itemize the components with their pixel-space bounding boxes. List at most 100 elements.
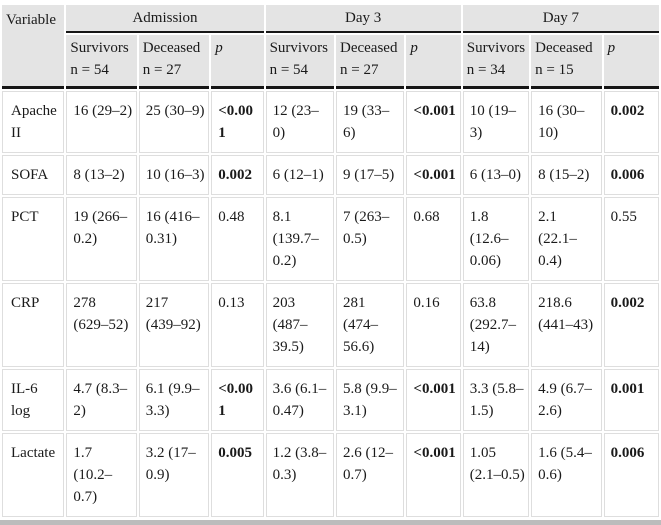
value-cell: 2.1 (22.1–0.4) <box>531 197 602 281</box>
table-header: Variable Admission Day 3 Day 7 Survivors… <box>2 5 659 89</box>
column-header-variable: Variable <box>2 5 65 89</box>
value-cell: 6 (13–0) <box>462 155 530 195</box>
value-cell: 1.7 (10.2–0.7) <box>66 433 137 517</box>
value-cell: 0.006 <box>603 155 659 195</box>
value-cell: 0.16 <box>406 283 461 367</box>
group-header-admission: Admission <box>66 5 264 33</box>
subheader-day7-deceased: Deceased n = 15 <box>531 35 602 89</box>
value-cell: 63.8 (292.7–14) <box>462 283 530 367</box>
subheader-title: Survivors <box>466 40 526 56</box>
variable-cell: IL-6 log <box>2 369 65 431</box>
value-cell: 4.7 (8.3–2) <box>66 369 137 431</box>
value-cell: <0.001 <box>406 433 461 517</box>
value-cell: 0.001 <box>603 369 659 431</box>
value-cell: <0.001 <box>406 369 461 431</box>
subheader-day3-survivors: Survivors n = 54 <box>265 35 334 89</box>
value-cell: 0.48 <box>211 197 264 281</box>
value-cell: 0.002 <box>603 283 659 367</box>
subheader-n: n = 34 <box>466 62 506 78</box>
value-cell: 1.6 (5.4–0.6) <box>531 433 602 517</box>
value-cell: 12 (23–0) <box>265 91 334 153</box>
value-cell: 1.05 (2.1–0.5) <box>462 433 530 517</box>
variable-cell: CRP <box>2 283 65 367</box>
value-cell: 281 (474–56.6) <box>335 283 405 367</box>
table-row: CRP 278 (629–52) 217 (439–92) 0.13 203 (487… <box>2 283 659 367</box>
table-row: Apache II 16 (29–2) 25 (30–9) <0.001 12 (23… <box>2 91 659 153</box>
subheader-day7-survivors: Survivors n = 34 <box>462 35 530 89</box>
variable-cell: PCT <box>2 197 65 281</box>
value-cell: <0.001 <box>211 369 264 431</box>
group-header-day3: Day 3 <box>265 5 461 33</box>
value-cell: 16 (29–2) <box>66 91 137 153</box>
table-row: PCT 19 (266–0.2) 16 (416–0.31) 0.48 8.1 (13… <box>2 197 659 281</box>
subheader-day7-p: p <box>603 35 659 89</box>
subheader-title: Survivors <box>269 40 328 56</box>
subheader-admission-survivors: Survivors n = 54 <box>66 35 137 89</box>
value-cell: 8 (13–2) <box>66 155 137 195</box>
value-cell: 278 (629–52) <box>66 283 137 367</box>
value-cell: 16 (416–0.31) <box>138 197 210 281</box>
value-cell: 25 (30–9) <box>138 91 210 153</box>
value-cell: 0.68 <box>406 197 461 281</box>
value-cell: 1.8 (12.6–0.06) <box>462 197 530 281</box>
value-cell: 0.13 <box>211 283 264 367</box>
subheader-admission-p: p <box>211 35 264 89</box>
value-cell: <0.001 <box>406 155 461 195</box>
table-row: Lactate 1.7 (10.2–0.7) 3.2 (17–0.9) 0.005 1… <box>2 433 659 517</box>
group-header-row: Variable Admission Day 3 Day 7 <box>2 5 659 89</box>
table-row: IL-6 log 4.7 (8.3–2) 6.1 (9.9–3.3) <0.001 3… <box>2 369 659 431</box>
table-body: Apache II 16 (29–2) 25 (30–9) <0.001 12 (23… <box>2 91 659 517</box>
value-cell: 7 (263–0.5) <box>335 197 405 281</box>
value-cell: 19 (266–0.2) <box>66 197 137 281</box>
value-cell: 3.6 (6.1–0.47) <box>265 369 334 431</box>
value-cell: 9 (17–5) <box>335 155 405 195</box>
value-cell: 0.005 <box>211 433 264 517</box>
value-cell: 2.6 (12–0.7) <box>335 433 405 517</box>
subheader-title: Survivors <box>70 40 129 56</box>
value-cell: 10 (19–3) <box>462 91 530 153</box>
value-cell: 0.002 <box>211 155 264 195</box>
value-cell: 4.9 (6.7–2.6) <box>531 369 602 431</box>
group-header-day7: Day 7 <box>462 5 659 33</box>
value-cell: 3.3 (5.8–1.5) <box>462 369 530 431</box>
outcomes-table: Variable Admission Day 3 Day 7 Survivors… <box>0 3 661 519</box>
subheader-title: p <box>607 40 616 56</box>
subheader-n: n = 54 <box>269 62 309 78</box>
variable-cell: Lactate <box>2 433 65 517</box>
value-cell: 1.2 (3.8–0.3) <box>265 433 334 517</box>
value-cell: 8.1 (139.7–0.2) <box>265 197 334 281</box>
value-cell: 10 (16–3) <box>138 155 210 195</box>
variable-cell: Apache II <box>2 91 65 153</box>
subheader-title: Deceased <box>142 40 201 56</box>
value-cell: 218.6 (441–43) <box>531 283 602 367</box>
subheader-title: Deceased <box>535 40 593 56</box>
subheader-day3-p: p <box>406 35 461 89</box>
subheader-title: p <box>410 40 418 56</box>
value-cell: 8 (15–2) <box>531 155 602 195</box>
table-row: SOFA 8 (13–2) 10 (16–3) 0.002 6 (12–1) 9 (17… <box>2 155 659 195</box>
subheader-n: n = 27 <box>339 62 379 78</box>
value-cell: 217 (439–92) <box>138 283 210 367</box>
subheader-n: n = 54 <box>70 62 109 78</box>
subheader-day3-deceased: Deceased n = 27 <box>335 35 405 89</box>
variable-cell: SOFA <box>2 155 65 195</box>
value-cell: 16 (30–10) <box>531 91 602 153</box>
value-cell: 203 (487–39.5) <box>265 283 334 367</box>
value-cell: 3.2 (17–0.9) <box>138 433 210 517</box>
subheader-row: Survivors n = 54 Deceased n = 27 p Survi… <box>2 35 659 89</box>
value-cell: 0.55 <box>603 197 659 281</box>
value-cell: 19 (33–6) <box>335 91 405 153</box>
subheader-title: Deceased <box>339 40 398 56</box>
value-cell: <0.001 <box>406 91 461 153</box>
value-cell: 6.1 (9.9–3.3) <box>138 369 210 431</box>
subheader-admission-deceased: Deceased n = 27 <box>138 35 210 89</box>
table-bottom-rule <box>0 520 661 525</box>
subheader-n: n = 27 <box>142 62 182 78</box>
value-cell: 0.006 <box>603 433 659 517</box>
subheader-n: n = 15 <box>535 62 574 78</box>
value-cell: <0.001 <box>211 91 264 153</box>
subheader-title: p <box>215 40 223 56</box>
value-cell: 6 (12–1) <box>265 155 334 195</box>
value-cell: 5.8 (9.9–3.1) <box>335 369 405 431</box>
